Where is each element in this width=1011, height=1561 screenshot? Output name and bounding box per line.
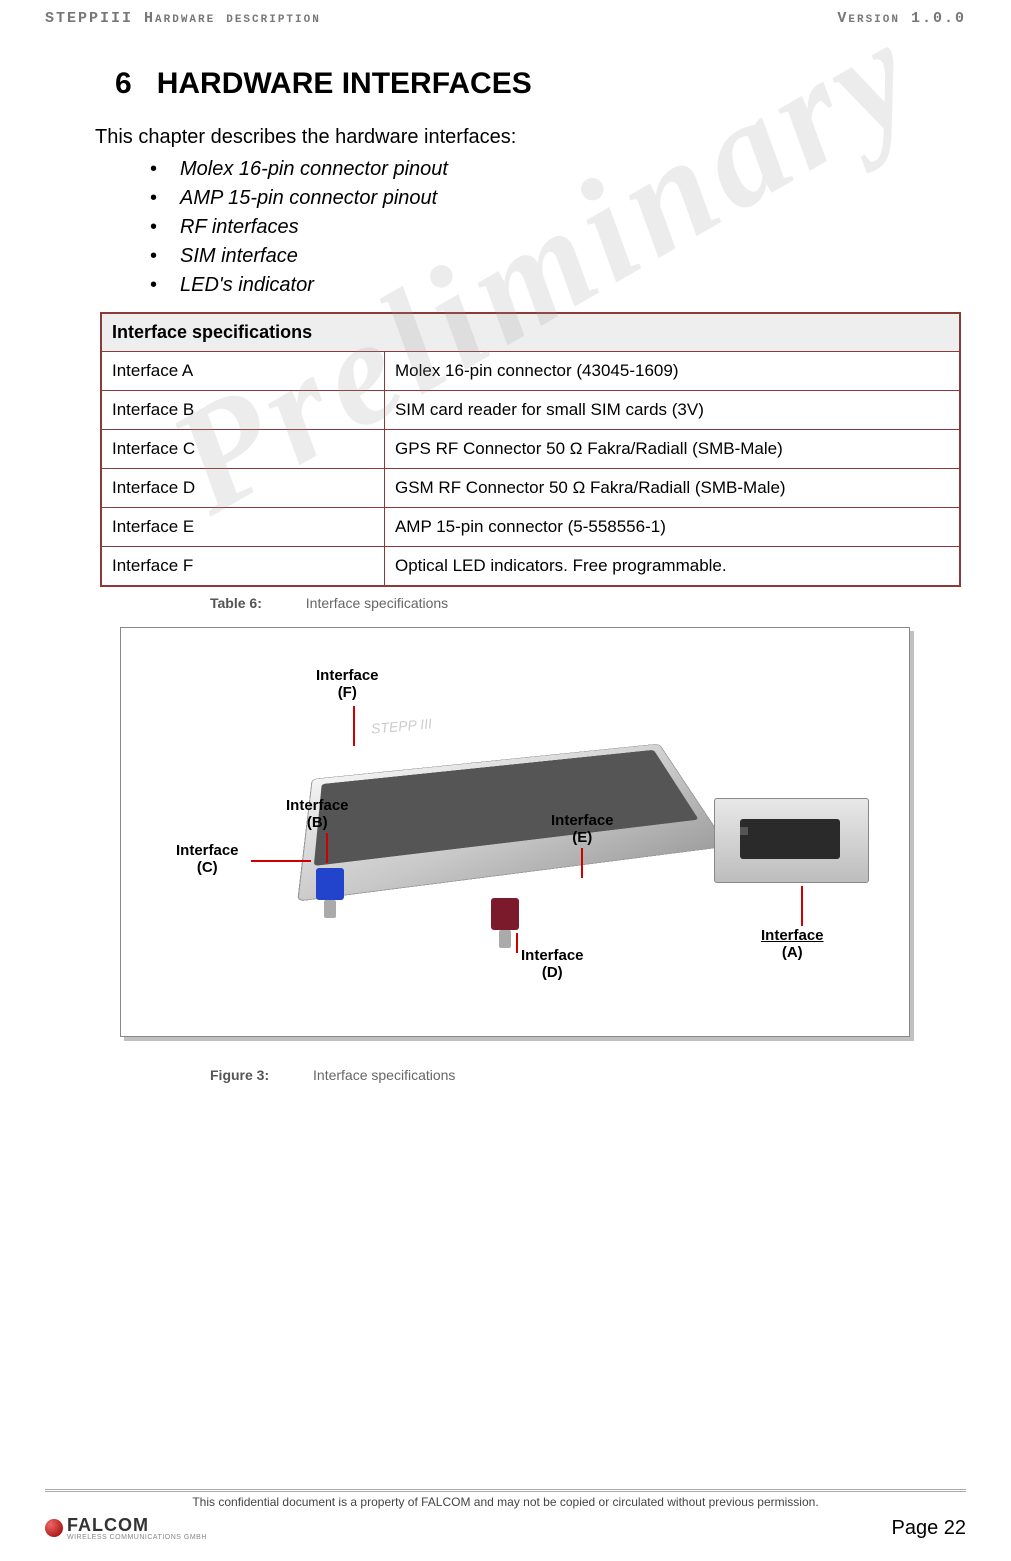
device-text: STEPP III bbox=[370, 715, 432, 736]
logo-sub: WIRELESS COMMUNICATIONS GMBH bbox=[67, 1534, 207, 1541]
caption-text: Interface specifications bbox=[313, 1067, 455, 1083]
connector-gps bbox=[316, 868, 344, 900]
caption-label: Figure 3: bbox=[210, 1067, 269, 1083]
cell: Interface D bbox=[101, 469, 384, 508]
device-main bbox=[297, 744, 728, 902]
connector-gsm bbox=[491, 898, 519, 930]
section-name: HARDWARE INTERFACES bbox=[157, 67, 532, 100]
section-title: 6 HARDWARE INTERFACES bbox=[115, 67, 966, 101]
cell: GPS RF Connector 50 Ω Fakra/Radiall (SMB… bbox=[384, 430, 960, 469]
cell: Interface A bbox=[101, 352, 384, 391]
caption-text: Interface specifications bbox=[306, 595, 448, 611]
line bbox=[581, 848, 583, 878]
label-c: Interface(C) bbox=[176, 843, 239, 876]
page-number: Page 22 bbox=[891, 1517, 966, 1540]
table-row: Interface BSIM card reader for small SIM… bbox=[101, 391, 960, 430]
spec-table: Interface specifications Interface AMole… bbox=[100, 312, 961, 587]
header-right: Version 1.0.0 bbox=[837, 10, 966, 27]
table-row: Interface CGPS RF Connector 50 Ω Fakra/R… bbox=[101, 430, 960, 469]
label-d: Interface(D) bbox=[521, 948, 584, 981]
table-header: Interface specifications bbox=[101, 313, 960, 352]
caption-label: Table 6: bbox=[210, 595, 262, 611]
table-row: Interface AMolex 16-pin connector (43045… bbox=[101, 352, 960, 391]
list-item: SIM interface bbox=[150, 242, 966, 271]
cell: Interface B bbox=[101, 391, 384, 430]
label-f: Interface(F) bbox=[316, 668, 379, 701]
figure-caption: Figure 3: Interface specifications bbox=[210, 1067, 966, 1083]
cell: Interface C bbox=[101, 430, 384, 469]
confidential-text: This confidential document is a property… bbox=[45, 1495, 966, 1509]
table-row: Interface DGSM RF Connector 50 Ω Fakra/R… bbox=[101, 469, 960, 508]
cell: SIM card reader for small SIM cards (3V) bbox=[384, 391, 960, 430]
cell: Interface E bbox=[101, 508, 384, 547]
logo-icon bbox=[45, 1519, 63, 1537]
figure: STEPP III Interface(F) Interface(B) Inte… bbox=[120, 627, 910, 1037]
logo-name: FALCOM bbox=[67, 1515, 149, 1535]
cell: GSM RF Connector 50 Ω Fakra/Radiall (SMB… bbox=[384, 469, 960, 508]
label-b: Interface(B) bbox=[286, 798, 349, 831]
list-item: Molex 16-pin connector pinout bbox=[150, 155, 966, 184]
line bbox=[516, 933, 518, 953]
list-item: LED's indicator bbox=[150, 271, 966, 300]
cell: Optical LED indicators. Free programmabl… bbox=[384, 547, 960, 587]
line bbox=[353, 706, 355, 746]
cell: Interface F bbox=[101, 547, 384, 587]
cell: AMP 15-pin connector (5-558556-1) bbox=[384, 508, 960, 547]
table-row: Interface EAMP 15-pin connector (5-55855… bbox=[101, 508, 960, 547]
intro-text: This chapter describes the hardware inte… bbox=[95, 126, 966, 149]
line bbox=[801, 886, 803, 926]
label-e: Interface(E) bbox=[551, 813, 614, 846]
footer-logo: FALCOM WIRELESS COMMUNICATIONS GMBH bbox=[45, 1515, 207, 1541]
table-caption: Table 6: Interface specifications bbox=[210, 595, 966, 611]
line bbox=[251, 860, 311, 862]
header-left: STEPPIII Hardware description bbox=[45, 10, 321, 27]
page-header: STEPPIII Hardware description Version 1.… bbox=[45, 10, 966, 27]
section-number: 6 bbox=[115, 67, 132, 100]
line bbox=[326, 833, 328, 863]
device-side bbox=[714, 798, 869, 883]
label-a: Interface(A) bbox=[761, 928, 824, 961]
bullet-list: Molex 16-pin connector pinout AMP 15-pin… bbox=[150, 155, 966, 300]
page-footer: This confidential document is a property… bbox=[45, 1488, 966, 1541]
table-row: Interface FOptical LED indicators. Free … bbox=[101, 547, 960, 587]
list-item: RF interfaces bbox=[150, 213, 966, 242]
cell: Molex 16-pin connector (43045-1609) bbox=[384, 352, 960, 391]
list-item: AMP 15-pin connector pinout bbox=[150, 184, 966, 213]
